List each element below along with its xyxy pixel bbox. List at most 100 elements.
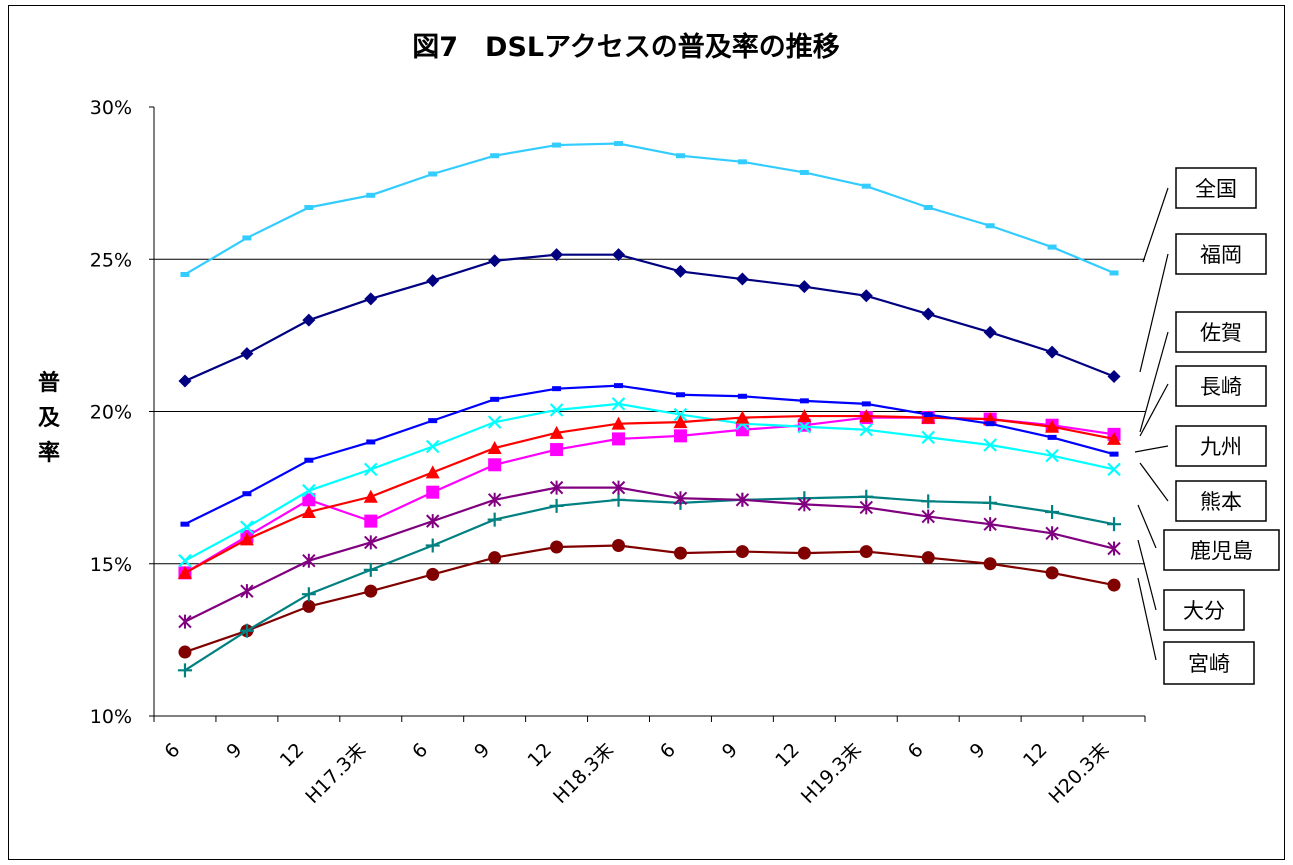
data-point	[550, 443, 564, 457]
legend-leader-line	[1134, 445, 1169, 453]
data-point	[673, 491, 688, 506]
x-tick-label: 12	[523, 739, 556, 772]
x-tick-label: H20.3末	[1045, 739, 1114, 808]
y-axis-title-char: 率	[38, 440, 60, 466]
data-point	[1045, 504, 1060, 519]
series-宮崎	[178, 538, 1121, 659]
data-point	[1047, 434, 1057, 440]
x-tick-label: 12	[1019, 739, 1052, 772]
series-line	[184, 253, 1115, 383]
data-point	[673, 429, 687, 443]
data-point	[735, 410, 750, 424]
data-point	[673, 264, 687, 278]
data-point	[364, 584, 378, 598]
data-point	[240, 520, 254, 534]
data-point	[488, 458, 502, 472]
data-point	[301, 504, 316, 518]
legend-leader-line	[1139, 253, 1169, 373]
data-point	[302, 553, 316, 568]
data-point	[177, 565, 192, 579]
data-point	[425, 465, 440, 479]
data-point	[550, 540, 564, 554]
data-point	[921, 551, 935, 565]
legend-item-佐賀: 佐賀	[1175, 311, 1267, 353]
data-point	[178, 614, 192, 629]
series-熊本	[178, 411, 1121, 580]
data-point	[799, 398, 809, 404]
data-point	[550, 248, 564, 262]
series-佐賀	[180, 383, 1119, 527]
series-line	[184, 486, 1115, 623]
legend-box	[1163, 641, 1255, 685]
series-line	[184, 384, 1115, 526]
data-point	[363, 562, 378, 577]
data-point	[177, 663, 192, 678]
data-point	[1045, 448, 1059, 463]
legend-item-大分: 大分	[1163, 589, 1245, 631]
data-point	[1045, 419, 1060, 433]
data-point	[921, 509, 935, 524]
data-point	[1107, 578, 1121, 592]
legend-box	[1175, 311, 1267, 353]
data-point	[735, 492, 750, 507]
data-point	[985, 223, 995, 229]
data-point	[797, 546, 811, 560]
data-point	[985, 421, 995, 427]
data-point	[735, 545, 749, 559]
x-tick-label: 9	[470, 739, 494, 763]
data-point	[983, 557, 997, 571]
legend-box	[1175, 167, 1257, 209]
legend-item-宮崎: 宮崎	[1163, 641, 1255, 685]
x-tick-label: 6	[656, 739, 680, 763]
y-tick-label: 20%	[90, 402, 132, 424]
data-point	[859, 409, 874, 423]
chart-title: 図7 DSLアクセスの普及率の推移	[412, 31, 840, 63]
legend-label: 長崎	[1200, 375, 1242, 399]
data-point	[487, 441, 502, 455]
y-axis-title-char: 普	[38, 370, 60, 396]
legend-box	[1175, 480, 1267, 522]
data-point	[612, 248, 626, 262]
data-point	[921, 410, 936, 424]
data-point	[797, 409, 812, 423]
data-point	[487, 415, 502, 429]
data-point	[1045, 566, 1059, 580]
legend-item-熊本: 熊本	[1175, 480, 1267, 522]
x-tick-label: 12	[771, 739, 804, 772]
legend-leader-line	[1139, 462, 1169, 502]
data-point	[426, 567, 440, 581]
data-point	[673, 415, 688, 429]
data-point	[612, 432, 626, 446]
data-point	[797, 497, 812, 512]
x-tick-label: 9	[718, 739, 742, 763]
data-point	[180, 521, 190, 527]
x-tick-label: 6	[904, 739, 928, 763]
data-point	[797, 419, 812, 434]
legend-label: 熊本	[1200, 490, 1242, 514]
data-point	[921, 494, 936, 509]
data-point	[363, 489, 378, 503]
data-point	[737, 393, 747, 399]
legend-label: 福岡	[1200, 243, 1242, 267]
series-鹿児島	[178, 480, 1121, 629]
legend-leader-line	[1142, 187, 1169, 263]
data-point	[859, 422, 874, 437]
data-point	[487, 512, 502, 527]
legend-label: 全国	[1195, 177, 1237, 201]
data-point	[242, 235, 252, 241]
legend-label: 鹿児島	[1190, 539, 1253, 563]
data-point	[178, 645, 192, 659]
data-point	[797, 280, 811, 294]
data-point	[1107, 431, 1122, 445]
chart-frame	[8, 5, 1285, 860]
data-point	[239, 532, 254, 546]
data-point	[428, 171, 438, 177]
data-point	[304, 457, 314, 463]
data-point	[1047, 244, 1057, 250]
series-layer	[177, 141, 1122, 678]
data-point	[1109, 270, 1119, 276]
legend-item-鹿児島: 鹿児島	[1163, 529, 1280, 571]
data-point	[611, 397, 626, 411]
